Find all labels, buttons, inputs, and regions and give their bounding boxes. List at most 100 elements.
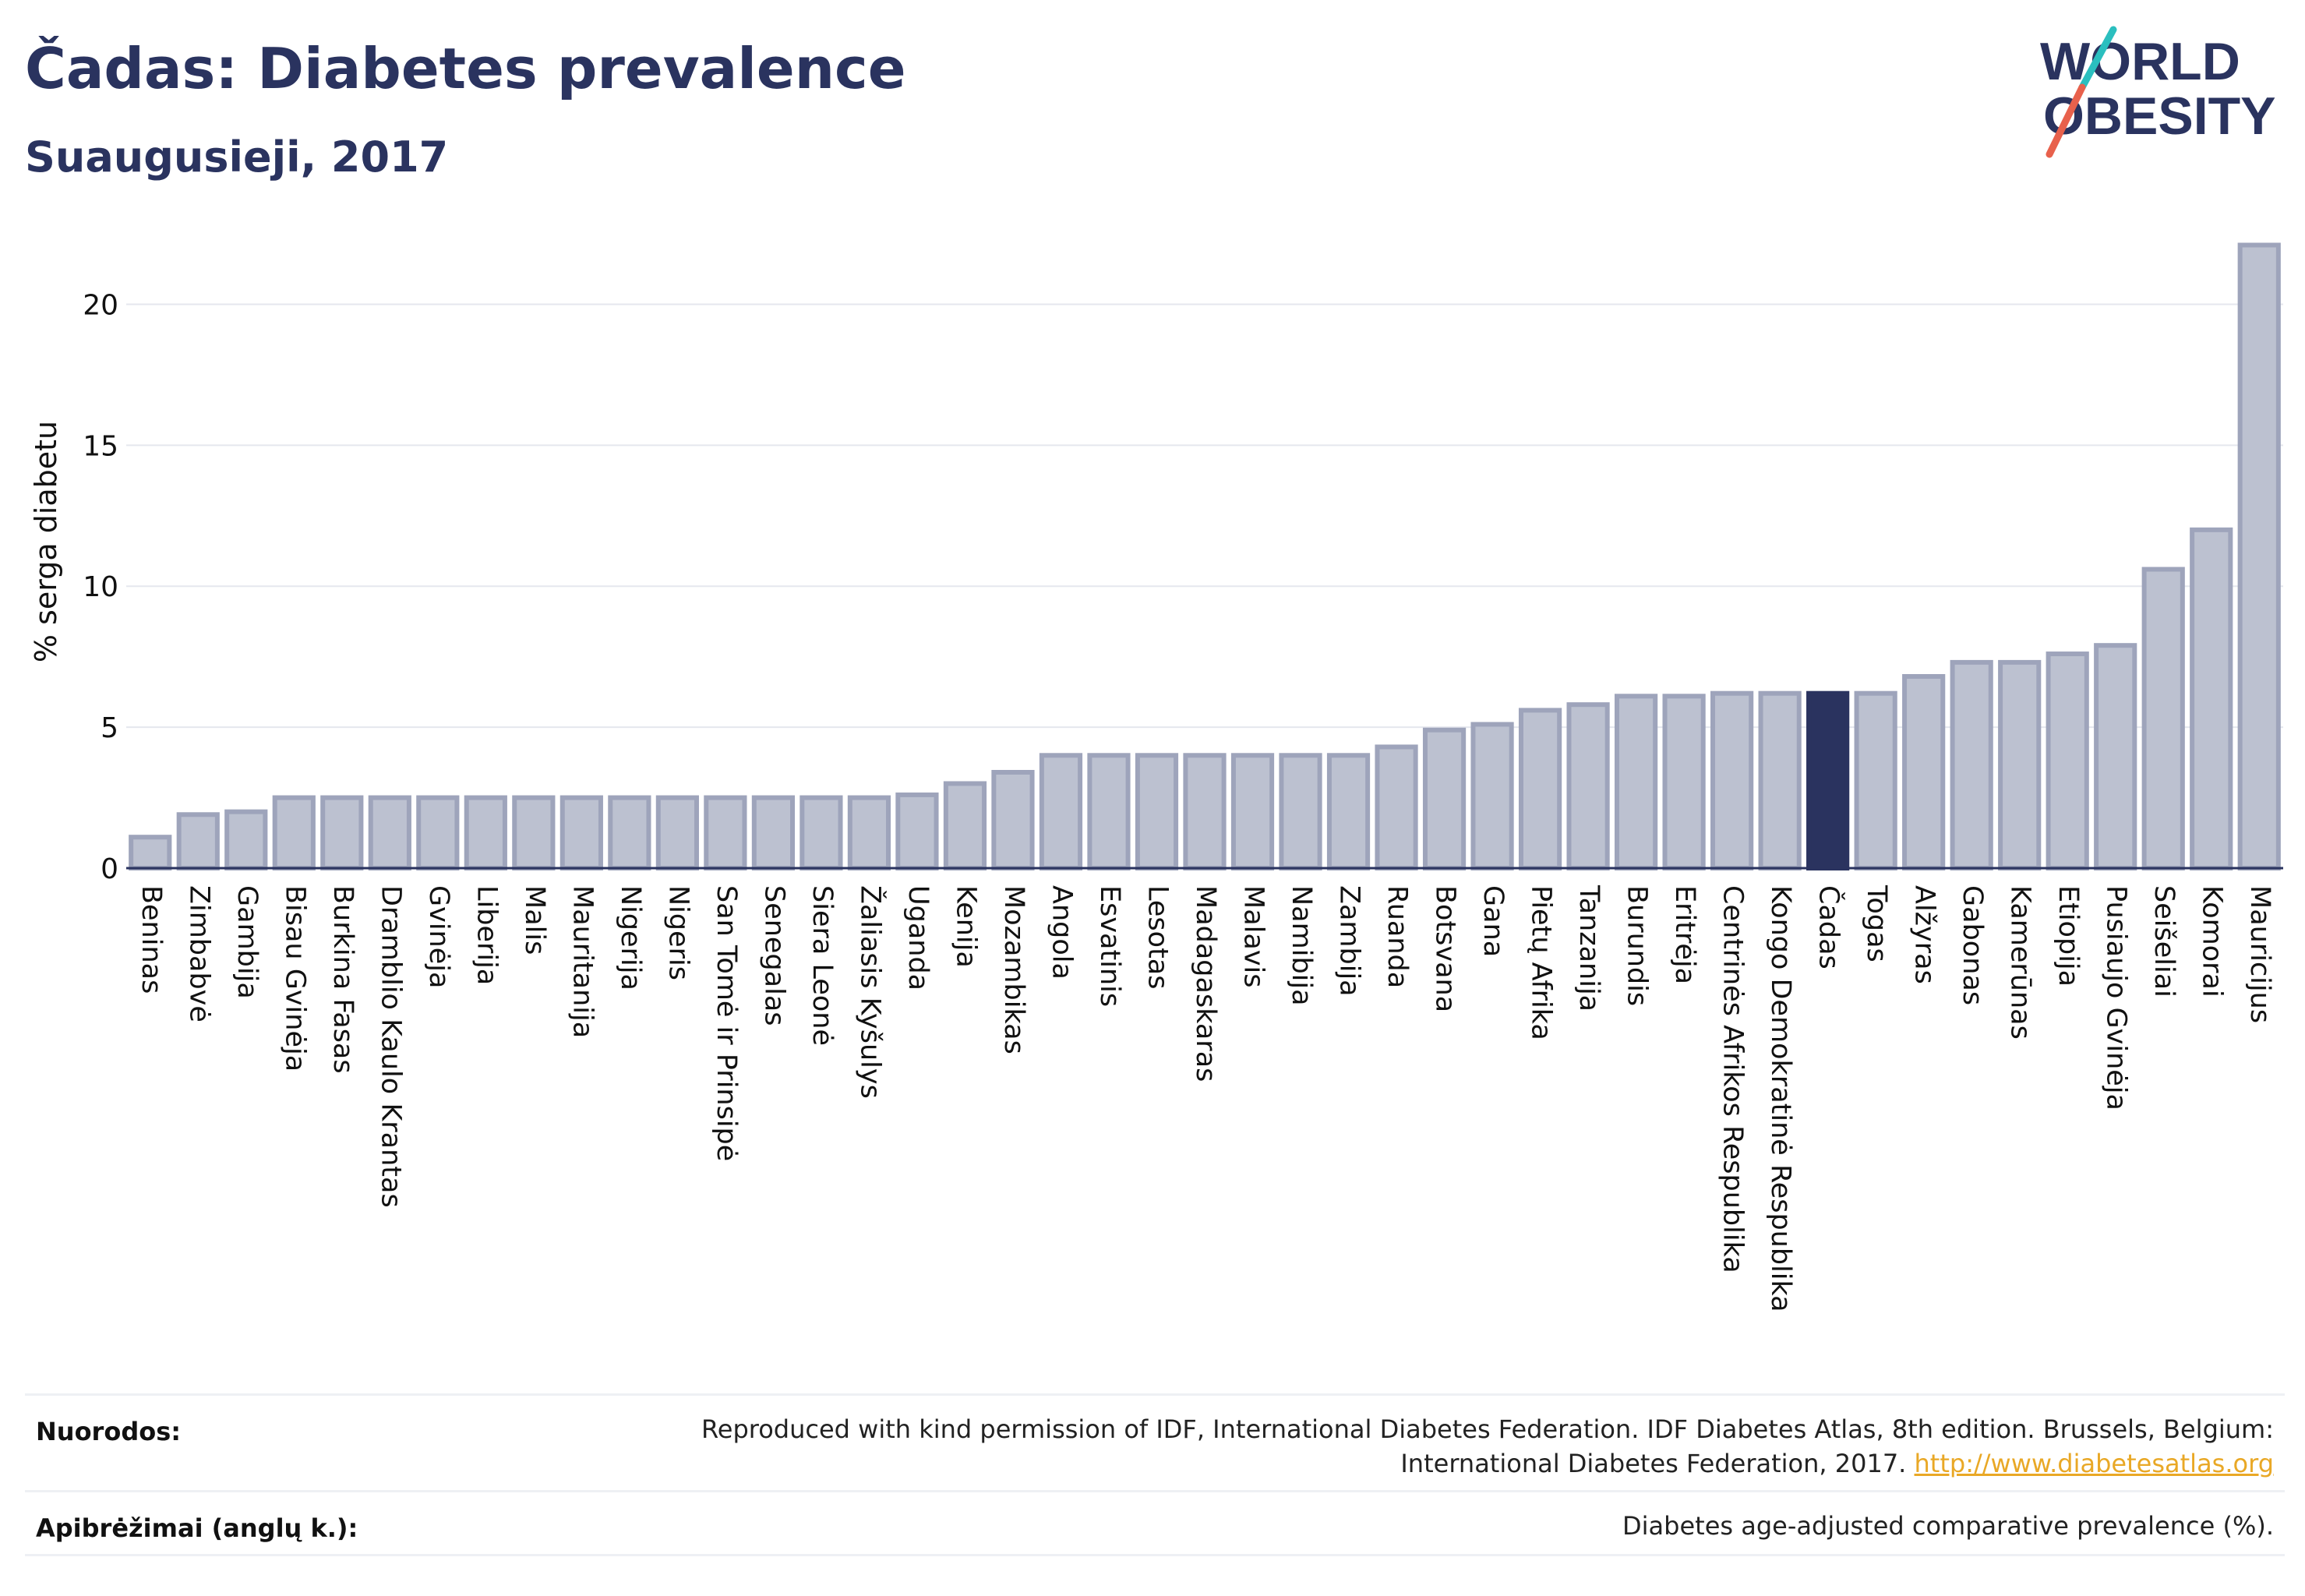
bar-3[interactable]: [272, 795, 316, 870]
x-tick-label: Pusiaujo Gvinėja: [2101, 885, 2132, 1110]
bar-41[interactable]: [2094, 643, 2137, 870]
x-tick-label: Mauricijus: [2244, 885, 2275, 1023]
bar-0[interactable]: [129, 835, 172, 871]
bar-4[interactable]: [320, 795, 364, 870]
bar-40[interactable]: [2046, 651, 2089, 870]
bar-5[interactable]: [368, 795, 411, 870]
bar-39[interactable]: [1998, 659, 2042, 870]
x-tick-label: Malis: [519, 885, 550, 955]
bar-16[interactable]: [895, 792, 939, 871]
bar-layer: [129, 242, 2281, 871]
x-tick-label: Čadas: [1813, 885, 1846, 969]
x-tick-label: Nigeris: [662, 885, 694, 980]
x-tick-label: Burkina Fasas: [327, 885, 358, 1074]
bar-23[interactable]: [1230, 753, 1275, 870]
references-line1: Reproduced with kind permission of IDF, …: [701, 1414, 2274, 1444]
bar-42[interactable]: [2141, 567, 2185, 870]
x-tick-label: Gvinėja: [423, 885, 454, 988]
bar-20[interactable]: [1087, 753, 1131, 870]
bar-12[interactable]: [704, 795, 747, 870]
bar-29[interactable]: [1518, 708, 1562, 870]
bar-13[interactable]: [751, 795, 796, 870]
x-tick-label: Mauritanija: [567, 885, 598, 1038]
x-tick-label: Burundis: [1622, 885, 1653, 1006]
references-line2: International Diabetes Federation, 2017.…: [701, 1446, 2274, 1481]
bar-19[interactable]: [1039, 753, 1083, 870]
bar-27[interactable]: [1422, 727, 1467, 870]
x-tick-label: Beninas: [136, 885, 167, 994]
footer-rule-top: [25, 1393, 2285, 1396]
bar-33[interactable]: [1710, 690, 1754, 870]
x-tick-label: Kenija: [950, 885, 981, 968]
label-layer: Beninas Zimbabvė Gambija Bisau Gvinėja Burki…: [136, 885, 2275, 1312]
world-obesity-logo: WORLD OBESITY: [2040, 26, 2276, 158]
bar-38[interactable]: [1950, 659, 1993, 870]
x-tick-label: Madagaskaras: [1190, 885, 1221, 1082]
bar-10[interactable]: [608, 795, 651, 870]
x-tick-label: Žaliasis Kyšulys: [854, 885, 887, 1099]
x-tick-label: Uganda: [902, 885, 934, 990]
bar-28[interactable]: [1470, 722, 1514, 871]
x-tick-label: Bisau Gvinėja: [279, 885, 310, 1072]
chart-subtitle: Suaugusieji, 2017: [25, 132, 449, 182]
logo-line1: WORLD: [2040, 32, 2240, 91]
bar-9[interactable]: [559, 795, 603, 870]
bar-25[interactable]: [1326, 753, 1371, 870]
y-axis-label: % serga diabetu: [29, 421, 63, 662]
footer-rule-middle: [25, 1490, 2285, 1492]
bar-7[interactable]: [464, 795, 507, 870]
diabetes-atlas-link[interactable]: http://www.diabetesatlas.org: [1914, 1449, 2274, 1478]
x-tick-label: Botsvana: [1430, 885, 1461, 1012]
bar-8[interactable]: [512, 795, 556, 870]
bar-31[interactable]: [1614, 694, 1658, 870]
x-tick-label: Nigerija: [615, 885, 646, 990]
x-tick-label: Seišeliai: [2148, 885, 2180, 998]
definitions-label: Apibrėžimai (anglų k.):: [36, 1513, 358, 1543]
y-tick-label: 10: [83, 571, 118, 603]
bar-35[interactable]: [1806, 690, 1850, 870]
bar-1[interactable]: [176, 812, 220, 870]
bar-30[interactable]: [1566, 702, 1610, 870]
x-tick-label: Alžyras: [1909, 885, 1940, 984]
x-tick-label: Zimbabvė: [183, 885, 214, 1022]
bar-32[interactable]: [1662, 694, 1706, 870]
x-tick-label: Tanzanija: [1573, 885, 1604, 1012]
chart-title: Čadas: Diabetes prevalence: [25, 36, 906, 101]
x-tick-label: Gambija: [231, 885, 263, 999]
bar-6[interactable]: [416, 795, 460, 870]
bar-2[interactable]: [224, 809, 268, 870]
x-tick-label: Liberija: [471, 885, 502, 985]
references-text: Reproduced with kind permission of IDF, …: [701, 1412, 2274, 1481]
x-tick-label: Etiopija: [2053, 885, 2084, 987]
bar-17[interactable]: [943, 781, 987, 871]
bar-15[interactable]: [847, 795, 891, 870]
definitions-text: Diabetes age-adjusted comparative preval…: [1622, 1511, 2274, 1541]
x-tick-label: Gabonas: [1957, 885, 1988, 1005]
y-tick-label: 5: [101, 712, 118, 744]
bar-14[interactable]: [800, 795, 843, 870]
logo-slash-bottom: [2046, 83, 2086, 158]
x-tick-label: Pietų Afrika: [1526, 885, 1557, 1040]
bar-18[interactable]: [991, 769, 1035, 870]
bar-21[interactable]: [1135, 753, 1179, 870]
bar-26[interactable]: [1375, 744, 1418, 870]
x-tick-label: Malavis: [1238, 885, 1269, 988]
bar-36[interactable]: [1854, 690, 1897, 870]
x-tick-label: Kongo Demokratinė Respublika: [1765, 885, 1796, 1312]
bar-37[interactable]: [1902, 673, 1946, 870]
bar-22[interactable]: [1183, 753, 1227, 870]
bar-34[interactable]: [1758, 690, 1802, 870]
bar-44[interactable]: [2237, 242, 2281, 870]
y-tick-label: 20: [83, 289, 118, 321]
x-tick-label: Komorai: [2197, 885, 2228, 998]
references-line2-text: International Diabetes Federation, 2017.: [1400, 1449, 1907, 1478]
bar-43[interactable]: [2190, 527, 2233, 870]
x-tick-label: Lesotas: [1142, 885, 1173, 989]
references-label: Nuorodos:: [36, 1417, 182, 1446]
bar-11[interactable]: [655, 795, 699, 870]
bar-24[interactable]: [1279, 753, 1322, 870]
x-tick-label: Angola: [1046, 885, 1077, 980]
footer-rule-bottom: [25, 1554, 2285, 1556]
logo-slash-top: [2078, 26, 2117, 91]
x-tick-label: Gana: [1477, 885, 1509, 957]
